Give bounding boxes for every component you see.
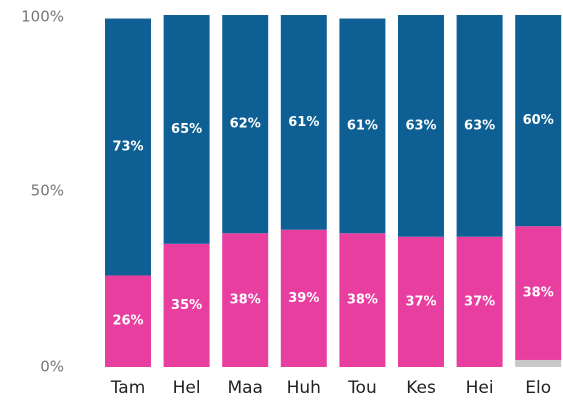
bar-segment (456, 236, 503, 367)
x-tick-label: Kes (406, 378, 436, 398)
y-tick-label: 50% (31, 182, 64, 200)
data-label: 37% (405, 294, 436, 309)
data-label: 37% (464, 294, 495, 309)
data-label: 60% (523, 113, 554, 128)
x-tick-label: Hel (173, 378, 201, 398)
x-tick-label: Tam (110, 378, 146, 398)
x-tick-label: Huh (287, 378, 321, 398)
bar-segment (398, 15, 444, 237)
bar-segment (339, 233, 386, 367)
x-tick-label: Maa (227, 378, 263, 398)
bar-segment (222, 233, 269, 367)
bar-segment (163, 15, 210, 244)
data-label: 38% (347, 293, 378, 308)
bar-segment (105, 275, 151, 367)
data-label: 61% (347, 118, 378, 133)
data-label: 61% (288, 115, 319, 130)
x-tick-label: Elo (525, 378, 551, 398)
data-label: 35% (171, 298, 202, 313)
bar-segment (456, 15, 503, 237)
y-tick-label: 100% (21, 8, 64, 26)
data-label: 39% (288, 291, 319, 306)
bar-segment (280, 229, 327, 367)
bar-segment (339, 18, 386, 234)
data-label: 65% (171, 122, 202, 137)
x-tick-label: Tou (347, 378, 377, 398)
data-label: 63% (464, 118, 495, 133)
data-label: 38% (230, 293, 261, 308)
data-label: 73% (112, 140, 143, 155)
bar-segment (280, 15, 327, 230)
bar-segment (398, 236, 444, 367)
y-tick-label: 0% (40, 358, 64, 376)
x-tick-label: Hei (466, 378, 494, 398)
data-label: 62% (230, 117, 261, 132)
data-label: 26% (112, 314, 143, 329)
bar-segment (105, 18, 151, 276)
bar-segment (515, 15, 562, 227)
bar-segment (515, 359, 562, 367)
data-label: 38% (523, 286, 554, 301)
bar-segment (222, 15, 269, 234)
data-label: 63% (405, 118, 436, 133)
bar-segment (163, 243, 210, 367)
bar-segment (515, 226, 562, 360)
